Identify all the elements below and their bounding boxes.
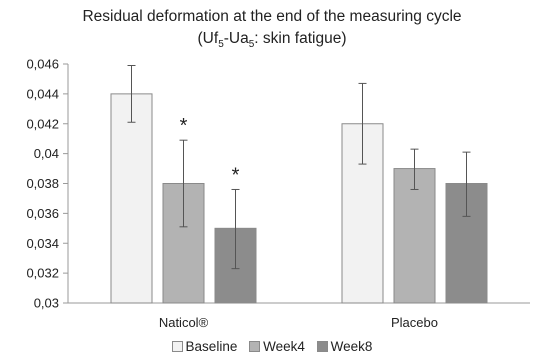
legend-item-baseline: Baseline <box>171 339 237 354</box>
y-tick-label: 0,04 <box>34 146 59 161</box>
legend-item-week4: Week4 <box>249 339 305 354</box>
category-label: Naticol® <box>159 315 209 330</box>
y-tick-label: 0,03 <box>34 296 59 311</box>
bar-week4-placebo <box>393 168 436 304</box>
legend-item-week8: Week8 <box>316 339 372 354</box>
significance-marker: * <box>232 164 240 186</box>
category-label: Placebo <box>391 315 438 330</box>
y-tick-label: 0,042 <box>26 116 59 131</box>
y-tick-label: 0,036 <box>26 206 59 221</box>
chart-title: Residual deformation at the end of the m… <box>82 8 462 25</box>
legend-swatch-baseline <box>171 341 183 352</box>
y-tick-label: 0,046 <box>26 57 59 72</box>
y-tick-label: 0,044 <box>26 86 59 101</box>
legend-swatch-week4 <box>249 341 261 352</box>
y-tick-label: 0,034 <box>26 236 59 251</box>
chart-subtitle: (Uf5-Ua5: skin fatigue) <box>197 30 347 51</box>
significance-marker: * <box>180 115 188 137</box>
legend-swatch-week8 <box>316 341 328 352</box>
bar-baseline-naticol <box>110 93 153 304</box>
y-tick-label: 0,032 <box>26 266 59 281</box>
y-tick-label: 0,038 <box>26 176 59 191</box>
legend: Baseline Week4 Week8 <box>0 339 544 354</box>
